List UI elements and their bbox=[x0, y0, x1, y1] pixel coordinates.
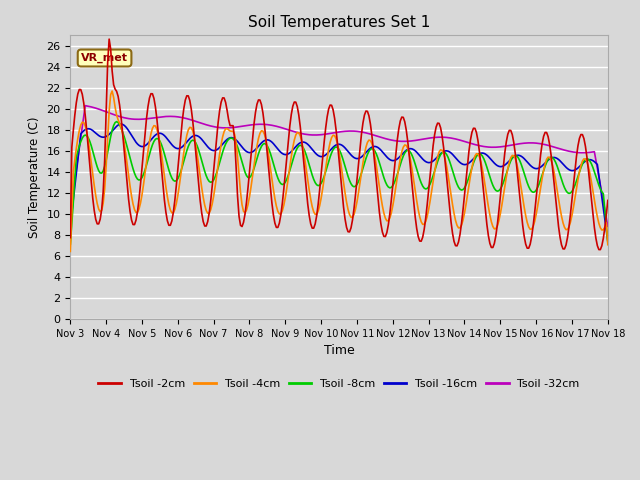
Legend: Tsoil -2cm, Tsoil -4cm, Tsoil -8cm, Tsoil -16cm, Tsoil -32cm: Tsoil -2cm, Tsoil -4cm, Tsoil -8cm, Tsoi… bbox=[94, 374, 584, 393]
Title: Soil Temperatures Set 1: Soil Temperatures Set 1 bbox=[248, 15, 430, 30]
Y-axis label: Soil Temperature (C): Soil Temperature (C) bbox=[28, 117, 41, 238]
Text: VR_met: VR_met bbox=[81, 53, 128, 63]
X-axis label: Time: Time bbox=[324, 344, 355, 357]
